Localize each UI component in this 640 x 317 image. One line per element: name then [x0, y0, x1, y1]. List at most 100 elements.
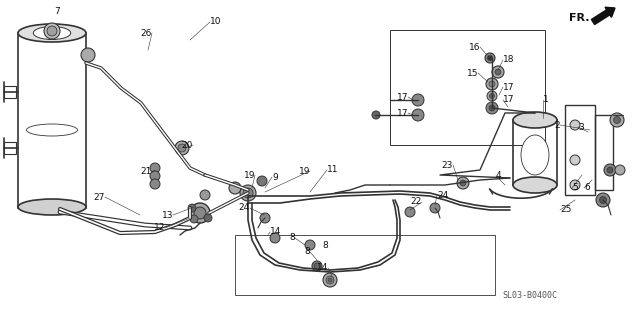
- Text: 7: 7: [54, 8, 60, 16]
- Text: 20: 20: [182, 140, 193, 150]
- Circle shape: [490, 94, 495, 99]
- Circle shape: [412, 94, 424, 106]
- Ellipse shape: [18, 199, 86, 215]
- Ellipse shape: [513, 177, 557, 193]
- Circle shape: [323, 273, 337, 287]
- Text: 24: 24: [239, 204, 250, 212]
- Circle shape: [150, 163, 160, 173]
- Circle shape: [257, 176, 267, 186]
- Text: 12: 12: [154, 223, 165, 232]
- Text: 16: 16: [468, 42, 480, 51]
- Text: 17: 17: [503, 95, 515, 105]
- Bar: [18, 33, 86, 208]
- Circle shape: [328, 278, 332, 282]
- Ellipse shape: [18, 24, 86, 42]
- Ellipse shape: [33, 27, 70, 40]
- Text: 11: 11: [327, 165, 339, 174]
- Text: 17: 17: [397, 93, 408, 101]
- Circle shape: [485, 53, 495, 63]
- Text: 22: 22: [411, 197, 422, 206]
- Circle shape: [372, 111, 380, 119]
- Text: 19: 19: [298, 166, 310, 176]
- Text: 6: 6: [584, 184, 589, 192]
- Bar: [390, 30, 545, 145]
- Circle shape: [495, 69, 501, 75]
- Circle shape: [486, 78, 498, 90]
- Text: 3: 3: [578, 122, 584, 132]
- Text: 26: 26: [141, 29, 152, 37]
- Text: 15: 15: [467, 68, 478, 77]
- Bar: [565, 105, 595, 195]
- Bar: [513, 120, 557, 185]
- Circle shape: [312, 261, 322, 271]
- Circle shape: [600, 197, 607, 204]
- Circle shape: [47, 26, 57, 36]
- Circle shape: [610, 113, 624, 127]
- Text: 27: 27: [93, 192, 105, 202]
- Bar: [4, 86, 16, 98]
- Text: 13: 13: [161, 210, 173, 219]
- Circle shape: [260, 213, 270, 223]
- Circle shape: [200, 190, 210, 200]
- Circle shape: [457, 177, 469, 189]
- Circle shape: [270, 233, 280, 243]
- Ellipse shape: [26, 124, 77, 136]
- Text: 17: 17: [503, 82, 515, 92]
- Circle shape: [570, 180, 580, 190]
- Circle shape: [570, 155, 580, 165]
- Circle shape: [229, 182, 241, 194]
- Circle shape: [614, 117, 621, 124]
- Text: 8: 8: [289, 234, 295, 243]
- Circle shape: [489, 81, 495, 87]
- Text: 19: 19: [243, 171, 255, 179]
- Circle shape: [175, 141, 189, 155]
- Circle shape: [488, 55, 493, 61]
- Text: 24: 24: [437, 191, 448, 199]
- Circle shape: [487, 91, 497, 101]
- Text: 17: 17: [397, 108, 408, 118]
- Circle shape: [150, 171, 160, 181]
- Circle shape: [314, 263, 320, 269]
- Bar: [4, 142, 16, 154]
- Circle shape: [604, 164, 616, 176]
- Text: 10: 10: [210, 17, 221, 27]
- Text: 1: 1: [543, 95, 548, 105]
- Circle shape: [44, 23, 60, 39]
- Circle shape: [615, 165, 625, 175]
- Circle shape: [326, 276, 334, 284]
- Circle shape: [243, 188, 253, 198]
- Text: FR.: FR.: [570, 13, 590, 23]
- Circle shape: [492, 66, 504, 78]
- Text: 9: 9: [272, 172, 278, 182]
- Circle shape: [188, 204, 196, 212]
- Text: 23: 23: [442, 160, 453, 170]
- Circle shape: [178, 144, 186, 152]
- Circle shape: [204, 214, 212, 222]
- Text: 25: 25: [560, 205, 572, 215]
- Circle shape: [240, 185, 256, 201]
- Text: SL03-B0400C: SL03-B0400C: [502, 292, 557, 301]
- Circle shape: [81, 48, 95, 62]
- Circle shape: [190, 203, 210, 223]
- Circle shape: [489, 105, 495, 111]
- Bar: [235, 235, 495, 295]
- Circle shape: [570, 120, 580, 130]
- Circle shape: [305, 240, 315, 250]
- Text: 5: 5: [572, 184, 578, 192]
- Circle shape: [194, 207, 206, 219]
- Circle shape: [190, 215, 198, 223]
- Circle shape: [405, 207, 415, 217]
- Bar: [595, 115, 613, 190]
- Ellipse shape: [513, 112, 557, 128]
- Circle shape: [412, 109, 424, 121]
- Ellipse shape: [521, 135, 549, 175]
- Circle shape: [430, 203, 440, 213]
- Circle shape: [596, 193, 610, 207]
- Circle shape: [486, 102, 498, 114]
- Circle shape: [460, 180, 466, 186]
- Text: 14: 14: [270, 228, 282, 236]
- Text: 8: 8: [304, 248, 310, 256]
- Text: 21: 21: [141, 167, 152, 177]
- Text: 14: 14: [317, 263, 328, 273]
- Text: 4: 4: [496, 171, 502, 180]
